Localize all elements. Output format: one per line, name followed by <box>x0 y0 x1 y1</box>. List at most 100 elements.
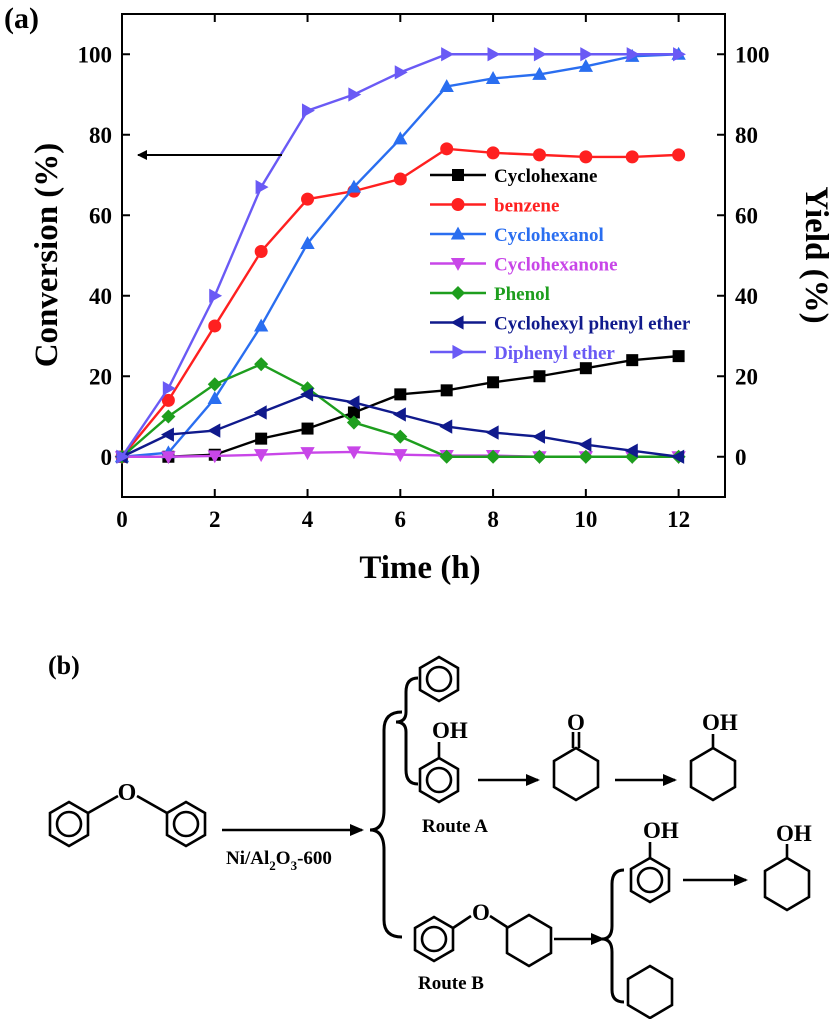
data-point-cyclohexanol <box>485 71 501 84</box>
data-point-benzene <box>579 150 593 164</box>
x-axis: 0 2 4 6 8 10 12 <box>116 14 690 532</box>
data-point-cyclohexyl-phenyl-ether <box>485 425 499 440</box>
y-tick-label-right: 60 <box>735 203 758 228</box>
cyclohexanol-oh-label-a: OH <box>702 710 738 735</box>
data-point-diphenyl-ether <box>209 288 223 303</box>
legend-label-cyclohexyl-phenyl-ether: Cyclohexyl phenyl ether <box>494 314 691 335</box>
data-point-cyclohexane <box>672 350 685 363</box>
data-point-cyclohexanone <box>253 449 269 463</box>
data-point-diphenyl-ether <box>394 65 408 80</box>
data-point-cyclohexanol <box>578 58 594 72</box>
y-tick-label-right: 80 <box>735 123 758 148</box>
data-point-benzene <box>532 148 546 162</box>
legend-marker-cyclohexyl-phenyl-ether <box>450 315 464 330</box>
ether-oxygen-label: O <box>118 780 137 806</box>
ketone-oxygen-label: O <box>567 710 585 735</box>
data-point-diphenyl-ether <box>580 47 594 62</box>
data-point-benzene <box>625 150 639 164</box>
data-point-diphenyl-ether <box>116 449 130 464</box>
data-point-phenol <box>439 449 454 464</box>
data-point-cyclohexane <box>255 432 268 445</box>
data-point-cyclohexane <box>394 388 407 401</box>
data-point-cyclohexanol <box>207 391 222 404</box>
data-point-cyclohexyl-phenyl-ether <box>671 449 685 464</box>
data-point-benzene <box>208 319 222 333</box>
route-a-brace <box>395 676 419 786</box>
data-point-cyclohexanol <box>393 131 408 145</box>
data-point-cyclohexyl-phenyl-ether <box>300 387 314 402</box>
legend-label-cyclohexanol: Cyclohexanol <box>494 225 604 246</box>
data-point-benzene <box>254 244 268 258</box>
y-tick-label-left: 20 <box>89 364 112 389</box>
y-tick-label-left: 60 <box>89 203 112 228</box>
data-point-phenol <box>254 357 269 372</box>
data-point-phenol <box>346 415 361 430</box>
x-tick-label: 6 <box>395 507 407 532</box>
data-point-cyclohexane <box>487 376 500 389</box>
data-point-cyclohexanone <box>393 449 408 463</box>
main-brace <box>369 710 403 939</box>
plot-frame <box>121 13 726 498</box>
legend-label-phenol: Phenol <box>494 284 550 305</box>
data-point-cyclohexanol <box>300 236 315 249</box>
x-axis-label: Time (h) <box>359 550 480 586</box>
y-axis-right: 0 20 40 60 80 100 <box>717 42 770 470</box>
phenol-oh-label-b: OH <box>643 818 679 843</box>
legend-label-cyclohexane: Cyclohexane <box>494 166 597 187</box>
y-tick-label-left: 80 <box>89 123 112 148</box>
data-point-cyclohexyl-phenyl-ether <box>532 429 546 444</box>
cyclohexanol-molecule-route-a <box>689 734 737 802</box>
data-point-cyclohexyl-phenyl-ether <box>207 423 221 438</box>
cyclohexyl-phenyl-ether-molecule <box>413 913 553 968</box>
data-point-cyclohexyl-phenyl-ether <box>253 405 267 420</box>
panel-a-label: (a) <box>4 2 39 35</box>
legend-marker-cyclohexanol <box>450 226 466 240</box>
data-point-benzene <box>672 148 686 162</box>
catalyst-label: Ni/Al2O3-600 <box>226 848 332 873</box>
data-point-cyclohexyl-phenyl-ether <box>346 395 360 410</box>
data-point-cyclohexyl-phenyl-ether <box>392 407 406 422</box>
legend: Cyclohexane benzene Cyclohexanol Cyclohexan… <box>430 166 691 364</box>
data-point-cyclohexyl-phenyl-ether <box>161 427 174 442</box>
x-tick-label: 0 <box>116 507 128 532</box>
data-point-cyclohexanone <box>161 451 176 465</box>
legend-marker-cyclohexanone <box>450 257 466 271</box>
x-tick-label: 10 <box>574 507 597 532</box>
benzene-molecule <box>418 655 460 703</box>
y-axis-left: 0 20 40 60 80 100 <box>78 42 130 470</box>
data-point-diphenyl-ether <box>255 179 269 195</box>
y-tick-label-right: 20 <box>735 364 758 389</box>
data-point-cyclohexane <box>626 354 639 367</box>
data-point-cyclohexanol <box>346 179 362 193</box>
legend-marker-diphenyl-ether <box>452 344 466 360</box>
data-point-diphenyl-ether <box>162 381 176 396</box>
legend-marker-benzene <box>451 198 465 211</box>
y-axis-right-label: Yield (%) <box>798 186 832 323</box>
data-point-benzene <box>393 172 407 186</box>
legend-label-cyclohexanone: Cyclohexanone <box>494 255 618 276</box>
phenol-oh-label-a: OH <box>432 718 468 743</box>
data-point-diphenyl-ether <box>441 47 455 62</box>
data-point-cyclohexanol <box>532 67 547 80</box>
series-layer <box>114 46 686 465</box>
data-point-diphenyl-ether <box>348 87 362 102</box>
data-point-cyclohexanone <box>300 447 315 461</box>
data-point-benzene <box>440 142 454 156</box>
data-point-diphenyl-ether <box>487 47 501 62</box>
cyclohexanone-molecule <box>552 732 600 802</box>
data-point-cyclohexanol <box>253 318 269 332</box>
data-point-diphenyl-ether <box>533 47 547 62</box>
y-tick-label-left: 40 <box>89 284 112 309</box>
panel-b-label: (b) <box>48 651 80 680</box>
y-axis-left-label: Conversion (%) <box>29 143 65 368</box>
data-point-cyclohexyl-phenyl-ether <box>624 443 638 458</box>
data-point-phenol <box>207 377 222 392</box>
diphenyl-ether-molecule <box>48 794 207 848</box>
data-point-phenol <box>393 429 408 444</box>
y-tick-label-right: 100 <box>735 42 770 67</box>
legend-marker-phenol <box>450 285 466 301</box>
data-point-cyclohexyl-phenyl-ether <box>439 419 453 434</box>
cyclohexanol-molecule-route-b <box>763 844 811 912</box>
data-point-cyclohexanol <box>439 79 454 93</box>
